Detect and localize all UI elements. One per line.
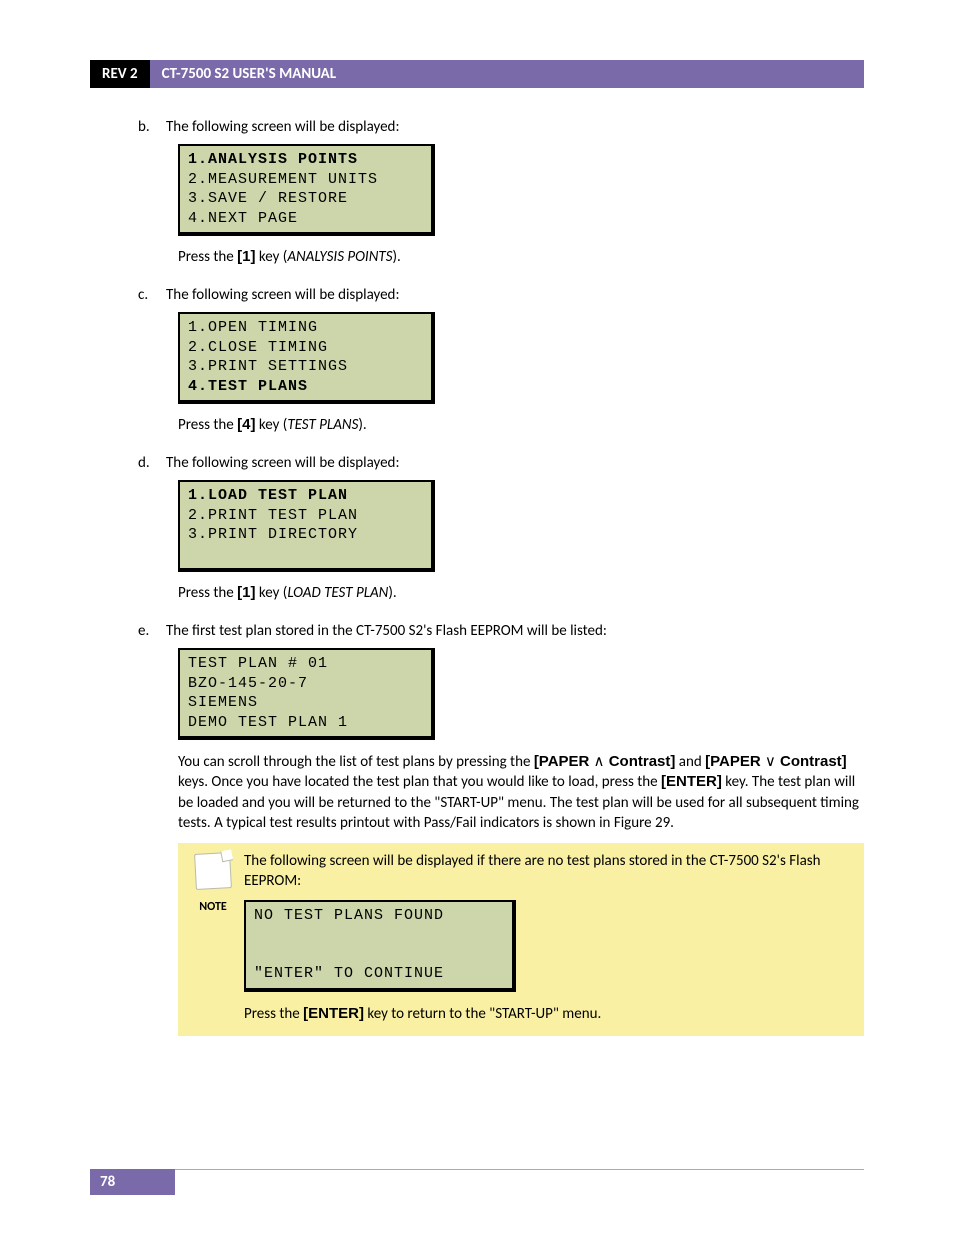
step-c-press: Press the [4] key (TEST PLANS). — [178, 416, 864, 434]
header-rev: REV 2 — [90, 60, 150, 88]
note-text: The following screen will be displayed i… — [244, 851, 854, 892]
step-d-lead: The following screen will be displayed: — [166, 454, 864, 472]
note-press: Press the [ENTER] key to return to the "… — [244, 1004, 854, 1024]
page-header: REV 2 CT-7500 S2 USER'S MANUAL — [90, 60, 864, 88]
step-b: b. The following screen will be displaye… — [138, 118, 864, 280]
footer-rule — [175, 1169, 864, 1170]
lcd-screen-d: 1.LOAD TEST PLAN 2.PRINT TEST PLAN 3.PRI… — [178, 480, 435, 572]
step-c: c. The following screen will be displaye… — [138, 286, 864, 448]
step-e-paragraph: You can scroll through the list of test … — [178, 752, 864, 833]
body-content: b. The following screen will be displaye… — [90, 118, 864, 1036]
step-d-press: Press the [1] key (LOAD TEST PLAN). — [178, 584, 864, 602]
step-d: d. The following screen will be displaye… — [138, 454, 864, 616]
lcd-screen-c: 1.OPEN TIMING 2.CLOSE TIMING 3.PRINT SET… — [178, 312, 435, 404]
marker-e: e. — [138, 622, 166, 1036]
lcd-screen-b: 1.ANALYSIS POINTS 2.MEASUREMENT UNITS 3.… — [178, 144, 435, 236]
step-b-lead: The following screen will be displayed: — [166, 118, 864, 136]
marker-c: c. — [138, 286, 166, 448]
note-icon — [194, 852, 232, 890]
marker-b: b. — [138, 118, 166, 280]
lcd-screen-e: TEST PLAN # 01 BZO-145-20-7 SIEMENS DEMO… — [178, 648, 435, 740]
step-e: e. The first test plan stored in the CT-… — [138, 622, 864, 1036]
note-label: NOTE — [182, 900, 244, 914]
page-footer: 78 — [90, 1169, 864, 1195]
marker-d: d. — [138, 454, 166, 616]
step-e-lead: The first test plan stored in the CT-750… — [166, 622, 864, 640]
note-box: NOTE The following screen will be displa… — [178, 843, 864, 1036]
header-title: CT-7500 S2 USER'S MANUAL — [150, 60, 864, 88]
page-number: 78 — [90, 1169, 175, 1195]
step-c-lead: The following screen will be displayed: — [166, 286, 864, 304]
step-b-press: Press the [1] key (ANALYSIS POINTS). — [178, 248, 864, 266]
lcd-screen-note: NO TEST PLANS FOUND "ENTER" TO CONTINUE — [244, 900, 516, 992]
